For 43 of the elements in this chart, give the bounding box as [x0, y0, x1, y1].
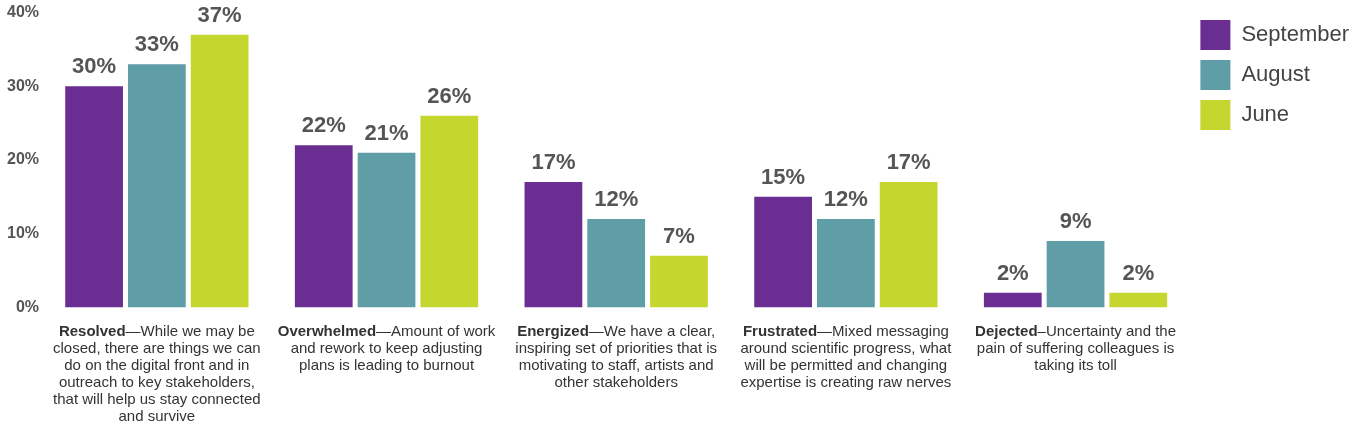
- text: 26%: [427, 82, 472, 108]
- text: 37%: [197, 1, 242, 27]
- text: 12%: [594, 186, 639, 212]
- y-tick-label: 10%: [6, 224, 40, 242]
- text: 15%: [761, 163, 806, 189]
- bar: [357, 152, 416, 308]
- y-tick-label: 40%: [6, 3, 40, 21]
- text: 33%: [134, 31, 179, 57]
- bar: [1046, 241, 1105, 308]
- bar: [983, 292, 1042, 308]
- text: 17%: [531, 149, 576, 175]
- bar: [817, 218, 875, 308]
- x-tick-label: Frustrated—Mixed messaging around scientific progress, what will be permitted and changing expertise is creating raw nerves: [740, 322, 952, 390]
- x-tick-label: Resolved—While we may be closed, there are things we can do on the digital front and in outreach to key stakeholders, that will help us stay connected and survive: [53, 322, 261, 424]
- text: 2%: [1122, 259, 1155, 285]
- y-tick-label: 30%: [6, 76, 40, 94]
- text: 21%: [364, 119, 409, 145]
- bar: [650, 255, 708, 308]
- text: 7%: [663, 222, 695, 248]
- text: 9%: [1059, 208, 1092, 234]
- bar: [65, 86, 123, 308]
- bar: [294, 145, 353, 308]
- text: 12%: [823, 186, 868, 212]
- x-tick-label: Dejected–Uncertainty and the pain of suffering colleagues is taking its toll: [975, 322, 1177, 373]
- x-tick-label: Energized—We have a clear, inspiring set of priorities that is motivating to staff, artists and other stakeholders: [515, 322, 718, 390]
- legend-label: June: [1241, 101, 1290, 127]
- bar: [127, 64, 186, 308]
- x-tick-label: Overwhelmed—Amount of work and rework to keep adjusting plans is leading to burnout: [277, 322, 496, 373]
- bar: [587, 218, 646, 308]
- bar: [879, 182, 938, 308]
- bar: [524, 182, 583, 308]
- legend-label: September: [1241, 21, 1350, 47]
- bar: [420, 115, 479, 308]
- text: 22%: [301, 112, 346, 138]
- text: 2%: [996, 259, 1029, 285]
- legend-label: August: [1241, 61, 1310, 87]
- text: 17%: [886, 149, 931, 175]
- y-tick-label: 20%: [6, 150, 40, 168]
- bar: [1109, 292, 1168, 308]
- y-tick-label: 0%: [15, 297, 40, 315]
- bar: [190, 34, 249, 308]
- text: 30%: [72, 53, 117, 79]
- bar: [754, 196, 812, 308]
